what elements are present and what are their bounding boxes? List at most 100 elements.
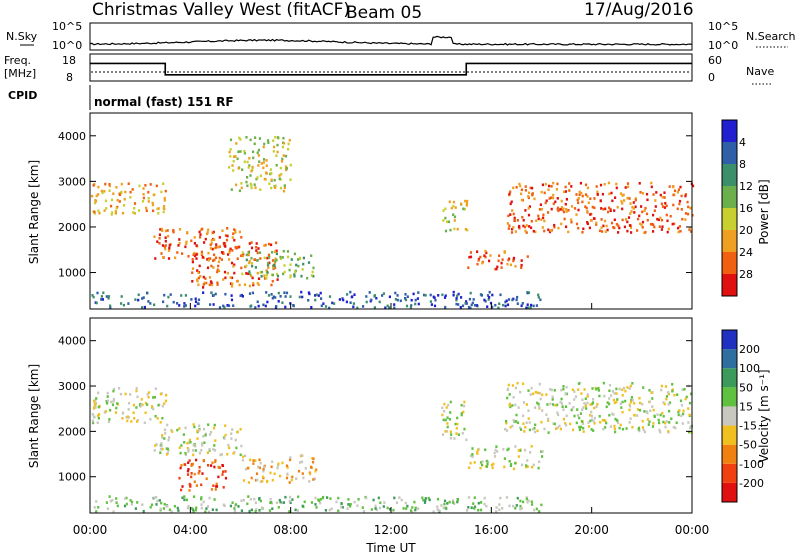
heatmap-cell xyxy=(630,396,633,399)
heatmap-cell xyxy=(289,295,292,298)
heatmap-cell xyxy=(163,196,166,200)
heatmap-cell xyxy=(537,293,540,297)
heatmap-cell xyxy=(532,304,535,308)
heatmap-cell xyxy=(153,303,156,307)
heatmap-cell xyxy=(288,268,291,272)
noise-right-label: N.Search xyxy=(746,30,796,43)
heatmap-cell xyxy=(539,203,542,206)
heatmap-cell xyxy=(604,426,607,429)
heatmap-cell xyxy=(256,478,259,482)
heatmap-cell xyxy=(183,302,186,305)
heatmap-cell xyxy=(437,294,440,297)
heatmap-cell xyxy=(456,227,459,231)
heatmap-cell xyxy=(184,245,187,249)
heatmap-cell xyxy=(112,192,115,195)
heatmap-cell xyxy=(214,256,218,260)
heatmap-cell xyxy=(312,266,315,270)
heatmap-cell xyxy=(442,219,445,222)
heatmap-cell xyxy=(186,231,189,234)
heatmap-cell xyxy=(112,389,115,393)
heatmap-cell xyxy=(231,236,234,239)
y-tick-label: 2000 xyxy=(58,425,86,438)
heatmap-cell xyxy=(313,477,316,481)
heatmap-cell xyxy=(176,302,179,305)
heatmap-cell xyxy=(200,506,203,510)
heatmap-cell xyxy=(456,422,459,426)
heatmap-cell xyxy=(190,507,193,510)
heatmap-cell xyxy=(246,502,249,506)
heatmap-cell xyxy=(149,302,152,305)
heatmap-cell xyxy=(560,388,563,392)
heatmap-cell xyxy=(266,479,269,483)
heatmap-cell xyxy=(239,428,242,431)
heatmap-cell xyxy=(132,411,135,414)
heatmap-cell xyxy=(562,210,566,214)
heatmap-cell xyxy=(595,221,598,225)
heatmap-cell xyxy=(404,293,407,296)
heatmap-cell xyxy=(573,390,576,393)
heatmap-cell xyxy=(221,229,224,232)
heatmap-cell xyxy=(276,143,279,147)
heatmap-cell xyxy=(163,199,166,202)
heatmap-cell xyxy=(224,470,227,473)
heatmap-cell xyxy=(145,206,148,210)
heatmap-cell xyxy=(164,431,167,435)
heatmap-cell xyxy=(553,422,556,426)
heatmap-cell xyxy=(156,417,159,420)
heatmap-cell xyxy=(346,507,349,510)
heatmap-cell xyxy=(183,498,186,502)
heatmap-cell xyxy=(616,421,619,424)
heatmap-cell xyxy=(115,497,118,500)
heatmap-cell xyxy=(514,506,517,510)
heatmap-cell xyxy=(250,274,253,278)
heatmap-cell xyxy=(229,155,232,158)
heatmap-cell xyxy=(618,387,621,391)
heatmap-cell xyxy=(480,501,483,504)
heatmap-cell xyxy=(652,408,655,412)
heatmap-cell xyxy=(411,506,414,509)
heatmap-cell xyxy=(565,423,568,427)
heatmap-cell xyxy=(671,389,674,393)
heatmap-cell xyxy=(258,251,262,254)
heatmap-cell xyxy=(512,212,515,216)
heatmap-cell xyxy=(646,418,649,421)
heatmap-cell xyxy=(444,305,447,309)
heatmap-cell xyxy=(187,461,190,464)
heatmap-cell xyxy=(676,207,679,211)
heatmap-cell xyxy=(146,291,149,295)
heatmap-cell xyxy=(602,381,605,385)
colorbar-swatch xyxy=(722,330,737,350)
heatmap-cell xyxy=(621,194,624,197)
heatmap-cell xyxy=(465,300,468,303)
heatmap-cell xyxy=(124,392,127,396)
heatmap-cell xyxy=(556,403,559,407)
heatmap-cell xyxy=(611,199,614,203)
heatmap-cell xyxy=(252,283,255,287)
heatmap-cell xyxy=(95,194,98,198)
heatmap-cell xyxy=(208,448,211,451)
heatmap-cell xyxy=(279,474,282,478)
heatmap-cell xyxy=(250,304,253,308)
heatmap-cell xyxy=(244,454,247,458)
heatmap-cell xyxy=(210,281,213,285)
heatmap-cell xyxy=(618,226,621,230)
heatmap-cell xyxy=(580,425,583,429)
heatmap-cell xyxy=(224,276,227,280)
heatmap-cell xyxy=(232,304,235,307)
heatmap-cell xyxy=(213,258,216,262)
colorbar-tick-label: -50 xyxy=(739,439,757,452)
heatmap-cell xyxy=(446,220,449,224)
heatmap-cell xyxy=(463,207,466,211)
heatmap-cell xyxy=(673,393,676,397)
heatmap-cell xyxy=(529,306,532,309)
heatmap-cell xyxy=(525,224,528,227)
heatmap-cell xyxy=(253,183,256,186)
heatmap-cell xyxy=(452,290,455,294)
heatmap-cell xyxy=(650,391,653,394)
heatmap-cell xyxy=(560,402,564,405)
heatmap-cell xyxy=(277,462,280,466)
heatmap-cell xyxy=(552,181,555,185)
heatmap-cell xyxy=(149,183,152,186)
heatmap-cell xyxy=(531,465,534,469)
heatmap-cell xyxy=(115,406,118,410)
